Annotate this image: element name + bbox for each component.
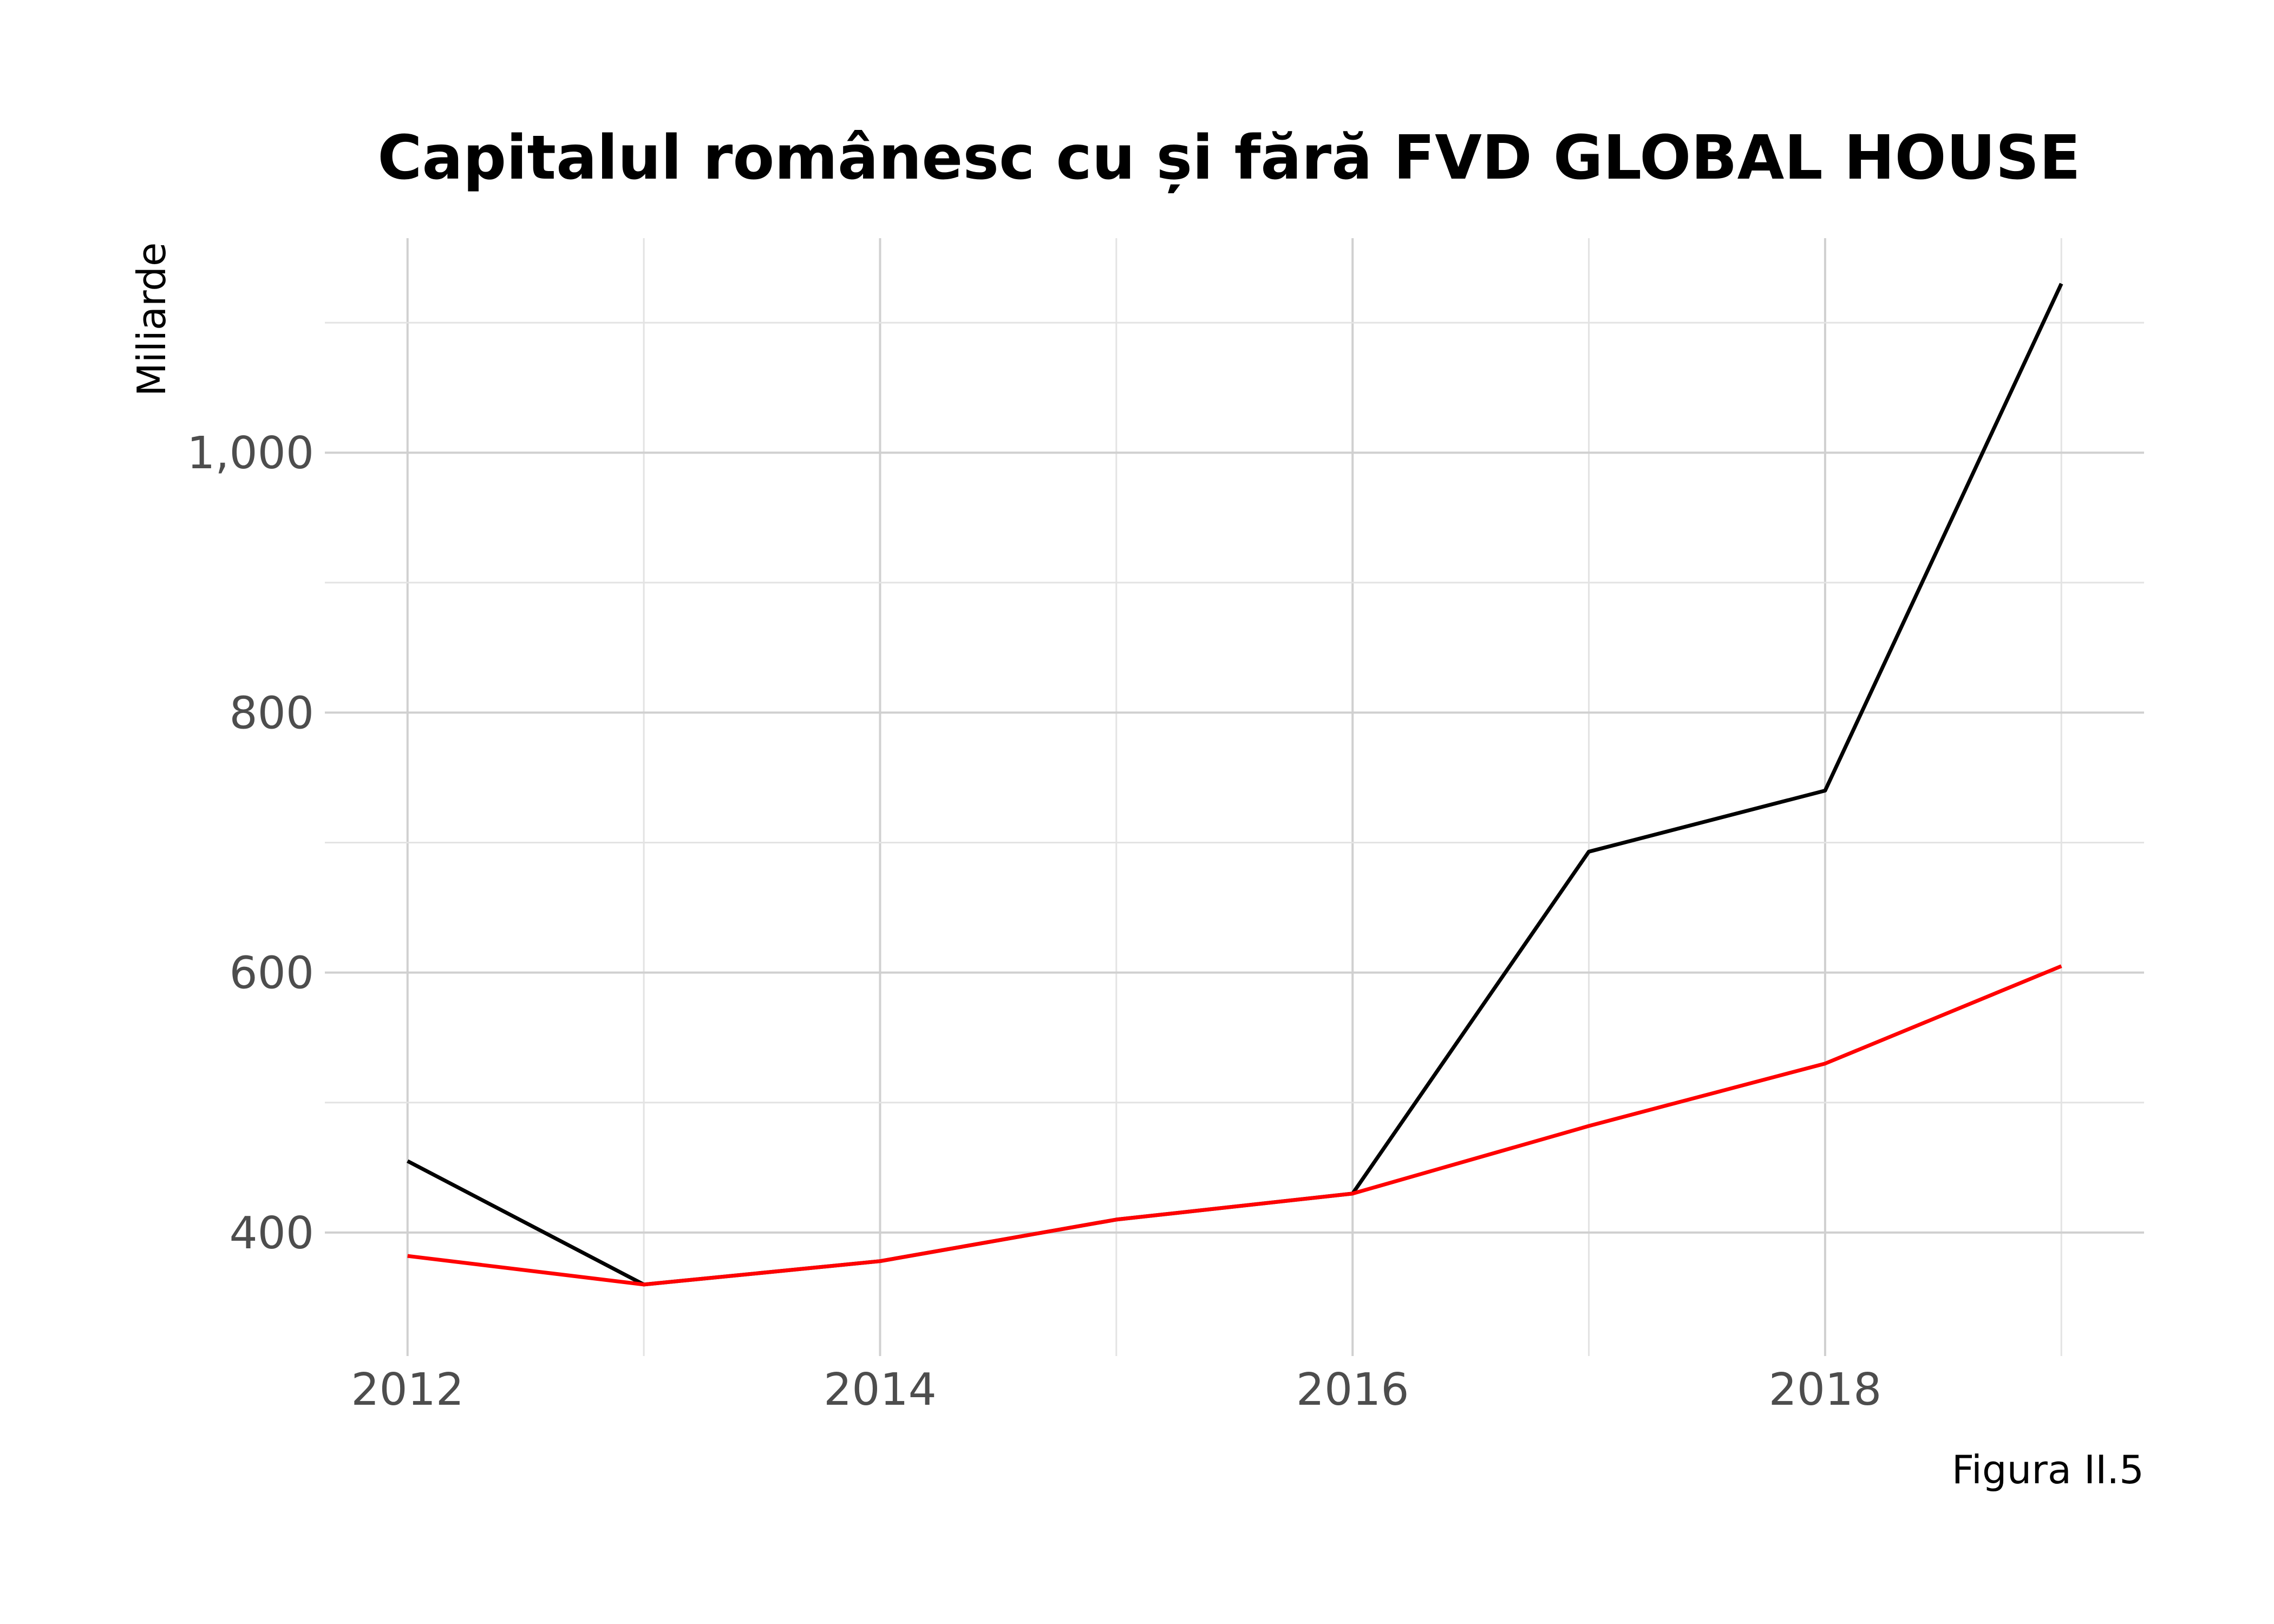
tick-labels: 2012 2014 2016 2018 400 600 800 1,000 xyxy=(187,428,1881,1416)
y-tick-label-400: 400 xyxy=(229,1208,314,1259)
series-layer xyxy=(407,283,2063,1287)
figure-caption: Figura II.5 xyxy=(1952,1447,2144,1492)
chart-title: Capitalul românesc cu și fără FVD GLOBAL… xyxy=(377,123,2081,193)
x-tick-label-2016: 2016 xyxy=(1296,1364,1409,1416)
series-line-1 xyxy=(407,283,2063,1287)
y-axis-label: Miliarde xyxy=(129,243,174,397)
y-tick-label-1000: 1,000 xyxy=(187,428,314,479)
grid xyxy=(325,238,2144,1356)
x-tick-label-2014: 2014 xyxy=(824,1364,937,1416)
series-line-2 xyxy=(407,964,2062,1287)
y-tick-label-600: 600 xyxy=(229,948,314,999)
x-tick-label-2012: 2012 xyxy=(351,1364,464,1416)
y-tick-label-800: 800 xyxy=(229,687,314,739)
x-tick-label-2018: 2018 xyxy=(1769,1364,1882,1416)
